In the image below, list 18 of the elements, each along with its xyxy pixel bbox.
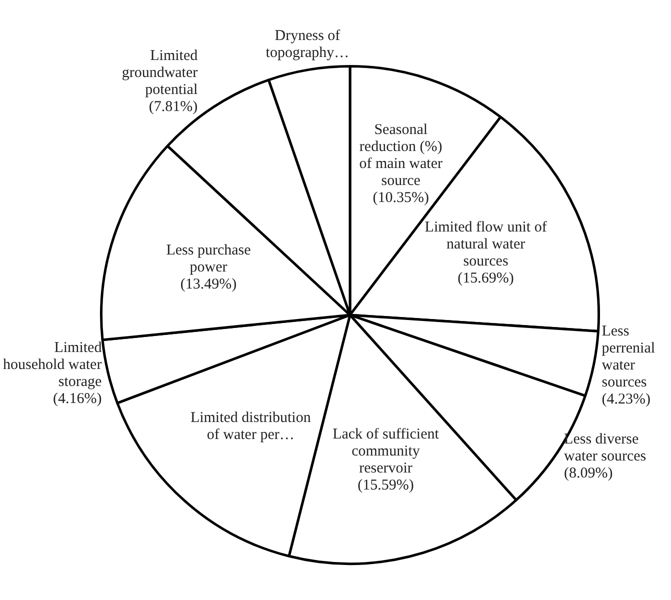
- slice-label: Limited distribution of water per…: [190, 410, 312, 443]
- slice-label: Limited household water storage: [2, 340, 102, 390]
- slice-label: Less purchase power: [166, 242, 252, 276]
- data-label: (10.35%): [372, 190, 429, 206]
- data-label: (13.49%): [180, 276, 237, 293]
- data-label: (8.09%): [564, 466, 613, 482]
- slice-label: Seasonal reduction (%) of main water source: [359, 122, 443, 190]
- slice-label: Limited flow unit of natural water sources: [424, 220, 547, 270]
- data-label: (4.16%): [52, 391, 102, 408]
- slice-label: Less perrenial water sources: [602, 323, 656, 390]
- slice-label: Dryness of topography…: [266, 28, 350, 62]
- data-label: (4.23%): [602, 391, 650, 408]
- data-label: (7.81%): [148, 99, 198, 116]
- data-label: (15.69%): [458, 270, 514, 287]
- slice-label: Less diverse water sources: [564, 432, 646, 465]
- slice-label: Limited groundwater potential: [122, 48, 198, 98]
- slice-label: Lack of sufficient community reservoir: [332, 426, 440, 476]
- data-label: (15.59%): [358, 477, 414, 494]
